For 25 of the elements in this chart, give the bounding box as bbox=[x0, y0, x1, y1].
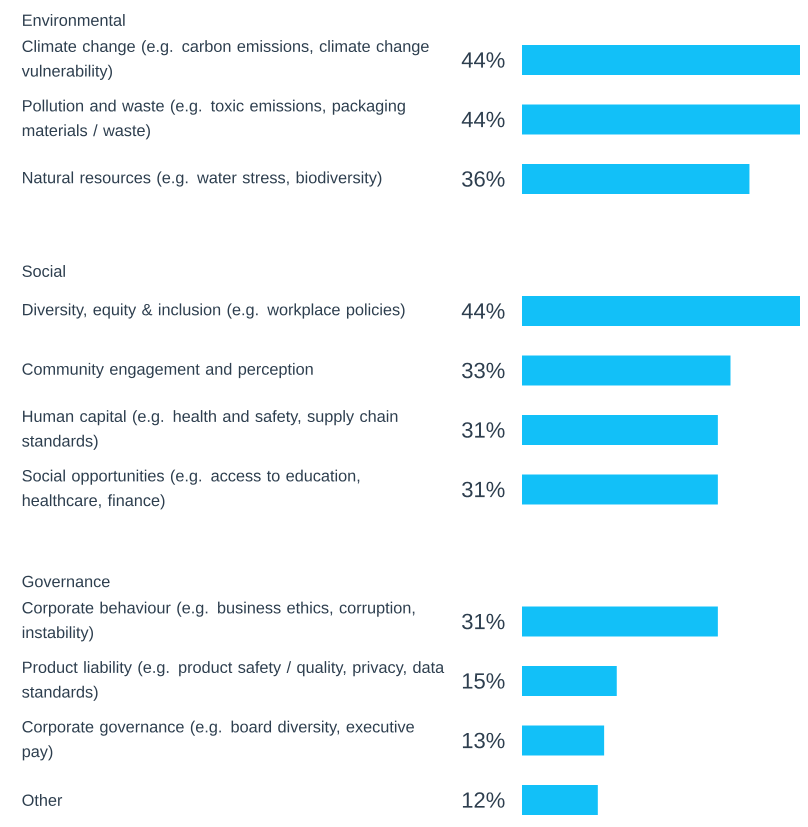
y-tick-label: Environmental bbox=[23, 14, 125, 26]
data-label: 44% bbox=[462, 303, 504, 319]
y-tick-label: Pollution and waste (e.g. toxic emissions, packaging materials / waste) bbox=[22, 100, 405, 140]
data-label: 33% bbox=[462, 362, 504, 378]
y-tick-label: Natural resources (e.g. water stress, biodiversity) bbox=[23, 171, 382, 187]
y-tick-label: Corporate behaviour (e.g. business ethics, corruption, instability) bbox=[22, 602, 414, 642]
data-label: 31% bbox=[462, 482, 504, 498]
data-label: 31% bbox=[462, 422, 504, 438]
y-tick-label: Product liability (e.g. product safety / quality, privacy, data standards) bbox=[22, 661, 444, 701]
data-label: 31% bbox=[462, 614, 504, 630]
data-label: 13% bbox=[462, 732, 504, 748]
data-label: 15% bbox=[462, 673, 504, 689]
y-tick-label: Governance bbox=[22, 576, 110, 588]
y-tick-label: Community engagement and perception bbox=[22, 362, 313, 378]
y-tick-label: Social bbox=[22, 265, 65, 277]
y-tick-label: Climate change (e.g. carbon emissions, climate change vulnerability) bbox=[22, 40, 429, 80]
y-tick-label: Other bbox=[22, 794, 62, 806]
y-tick-label: Diversity, equity & inclusion (e.g. workplace policies) bbox=[23, 303, 405, 319]
data-label: 44% bbox=[462, 52, 504, 68]
data-label: 36% bbox=[462, 171, 504, 187]
y-tick-label: Social opportunities (e.g. access to education, healthcare, finance) bbox=[22, 470, 360, 510]
data-label: 12% bbox=[462, 792, 504, 808]
y-tick-label: Human capital (e.g. health and safety, supply chain standards) bbox=[22, 410, 398, 450]
y-tick-label: Corporate governance (e.g. board diversity, executive pay) bbox=[22, 720, 414, 760]
data-label: 44% bbox=[462, 112, 504, 128]
